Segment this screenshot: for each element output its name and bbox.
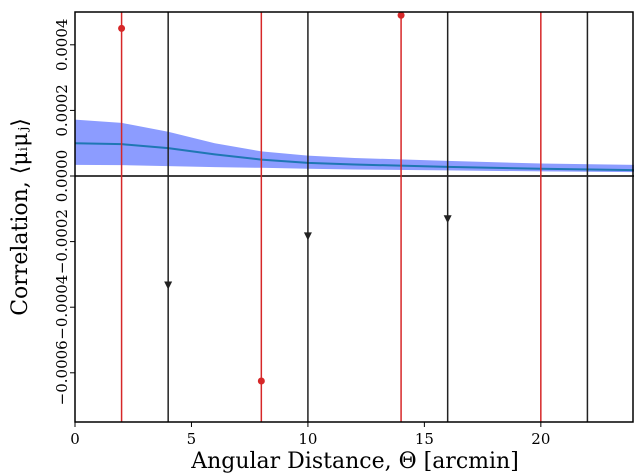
point bbox=[397, 11, 405, 19]
y-tick-label: −0.0006 bbox=[53, 340, 71, 405]
y-tick-label: 0.0004 bbox=[53, 19, 71, 72]
plot-frame bbox=[74, 11, 634, 423]
x-tick-label: 10 bbox=[298, 430, 317, 448]
point bbox=[118, 24, 126, 32]
point bbox=[164, 281, 173, 290]
x-tick-label: 5 bbox=[187, 430, 197, 448]
y-tick-label: −0.0004 bbox=[53, 275, 71, 340]
y-tick-label: 0.0002 bbox=[53, 84, 71, 136]
y-tick-label: 0.0000 bbox=[53, 150, 71, 203]
x-tick-label: 15 bbox=[415, 430, 434, 448]
x-axis-label: Angular Distance, Θ [arcmin] bbox=[190, 449, 519, 474]
y-tick-label: −0.0002 bbox=[53, 209, 71, 274]
model-line bbox=[74, 142, 634, 172]
point bbox=[257, 377, 265, 385]
x-tick-label: 20 bbox=[531, 430, 550, 448]
x-tick-label: 0 bbox=[70, 430, 80, 448]
point bbox=[443, 215, 452, 224]
point bbox=[303, 232, 312, 241]
model-band bbox=[75, 119, 634, 173]
y-axis-label: Correlation, ⟨μᵢμⱼ⟩ bbox=[8, 118, 33, 316]
